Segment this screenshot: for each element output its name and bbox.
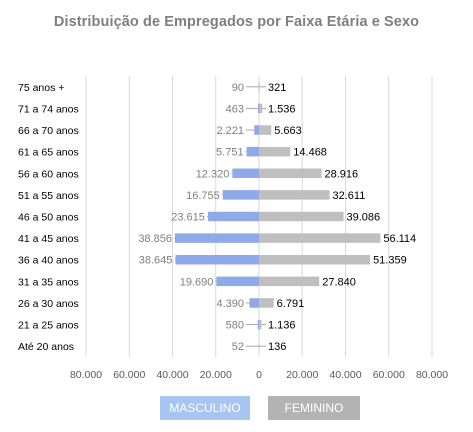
category-label: 56 a 60 anos: [18, 168, 79, 180]
data-label-feminino: 6.791: [277, 298, 305, 310]
data-label-feminino: 51.359: [373, 255, 407, 267]
bar-masculino: [249, 298, 259, 308]
data-label-feminino: 27.840: [322, 276, 356, 288]
bar-feminino: [259, 233, 381, 243]
bar-feminino: [259, 82, 260, 92]
bar-feminino: [259, 103, 263, 114]
data-label-masculino: 90: [232, 82, 244, 94]
category-label: Até 20 anos: [18, 341, 74, 353]
legend-masculino: MASCULINO: [160, 396, 250, 420]
bar-feminino: [259, 341, 260, 351]
bar-feminino: [259, 168, 322, 179]
category-label: 36 a 40 anos: [18, 255, 79, 267]
data-label-masculino: 12.320: [196, 168, 230, 180]
bar-masculino: [175, 254, 259, 265]
bar-masculino: [216, 276, 259, 287]
category-label: 66 a 70 anos: [18, 125, 79, 137]
category-label: 26 a 30 anos: [18, 298, 79, 310]
category-label: 31 a 35 anos: [18, 276, 79, 288]
x-tick-label: 20.000: [200, 369, 232, 381]
x-tick-label: 40.000: [156, 369, 188, 381]
x-tick-label: 0: [256, 369, 262, 381]
data-label-masculino: 38.856: [138, 233, 172, 245]
data-label-masculino: 5.751: [216, 147, 244, 159]
bar-feminino: [259, 276, 320, 287]
data-label-masculino: 580: [226, 320, 244, 332]
data-label-feminino: 56.114: [383, 233, 416, 245]
data-label-feminino: 39.086: [347, 212, 381, 224]
bar-masculino: [257, 319, 259, 330]
data-label-feminino: 5.663: [274, 125, 302, 137]
bar-masculino: [174, 233, 259, 243]
x-tick-label: 80.000: [70, 369, 102, 381]
bar-masculino: [246, 146, 259, 157]
data-label-masculino: 23.615: [171, 212, 205, 224]
category-label: 61 a 65 anos: [18, 147, 79, 159]
data-label-masculino: 19.690: [180, 276, 214, 288]
category-label: 71 a 74 anos: [18, 103, 79, 115]
bar-masculino: [232, 168, 259, 179]
data-label-masculino: 463: [226, 103, 244, 115]
bar-feminino: [259, 125, 272, 135]
category-label: 51 a 55 anos: [18, 190, 79, 202]
chart-title: Distribuição de Empregados por Faixa Etá…: [53, 14, 420, 30]
bar-feminino: [259, 211, 344, 222]
x-tick-label: 80.000: [416, 369, 448, 381]
bar-feminino: [259, 190, 330, 200]
x-tick-label: 60.000: [373, 369, 405, 381]
legend-feminino: FEMININO: [268, 396, 360, 420]
category-label: 41 a 45 anos: [18, 233, 79, 245]
category-label: 21 a 25 anos: [18, 320, 79, 332]
data-label-masculino: 2.221: [216, 125, 244, 137]
data-label-feminino: 136: [268, 341, 286, 353]
bar-feminino: [259, 298, 274, 308]
bar-feminino: [259, 319, 262, 330]
category-label: 75 anos +: [18, 82, 64, 94]
bar-feminino: [259, 146, 291, 157]
data-label-masculino: 16.755: [186, 190, 220, 202]
x-tick-label: 40.000: [329, 369, 361, 381]
data-label-feminino: 28.916: [325, 168, 359, 180]
data-label-feminino: 32.611: [333, 190, 366, 202]
bar-feminino: [259, 254, 371, 265]
data-label-masculino: 4.390: [216, 298, 244, 310]
category-label: 46 a 50 anos: [18, 212, 79, 224]
data-label-feminino: 1.536: [268, 103, 296, 115]
data-label-masculino: 38.645: [139, 255, 173, 267]
bar-masculino: [254, 125, 259, 135]
bar-masculino: [207, 211, 259, 222]
data-label-feminino: 14.468: [293, 147, 327, 159]
data-label-feminino: 321: [268, 82, 286, 94]
data-label-masculino: 52: [232, 341, 244, 353]
bar-masculino: [222, 190, 259, 200]
data-label-feminino: 1.136: [268, 320, 296, 332]
x-tick-label: 20.000: [286, 369, 318, 381]
bar-masculino: [257, 103, 259, 114]
x-tick-label: 60.000: [113, 369, 145, 381]
